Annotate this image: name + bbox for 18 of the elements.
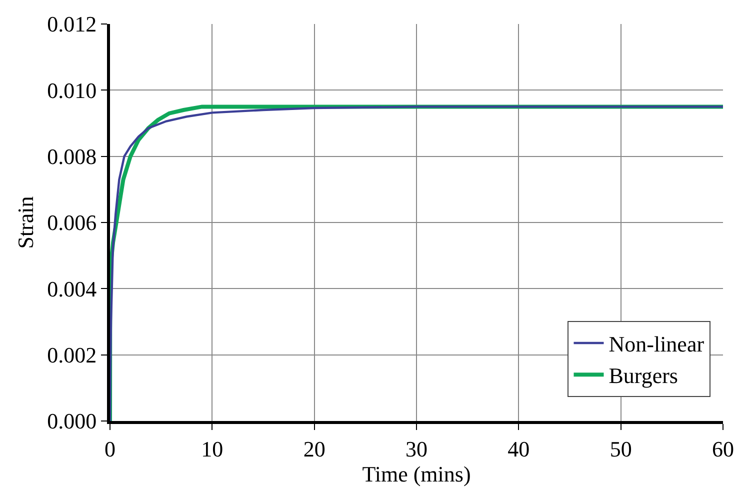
x-tick-label: 30 [406, 436, 428, 462]
y-tick-label: 0.000 [47, 408, 97, 434]
x-tick-label: 60 [712, 436, 734, 462]
legend-label: Burgers [608, 363, 678, 388]
x-tick-label: 10 [201, 436, 224, 462]
y-tick-label: 0.010 [47, 78, 97, 103]
y-tick-label: 0.012 [47, 12, 97, 37]
x-tick-label: 50 [610, 436, 632, 462]
x-tick-label: 0 [104, 436, 116, 462]
y-tick-label: 0.006 [47, 210, 97, 236]
x-axis-title: Time (mins) [362, 461, 471, 486]
x-tick-label: 20 [303, 436, 326, 462]
y-axis-title: Strain [12, 196, 38, 249]
y-tick-label: 0.002 [47, 342, 97, 368]
x-tick-label: 40 [508, 436, 530, 462]
legend-label: Non-linear [608, 332, 705, 357]
y-tick-label: 0.004 [47, 276, 97, 302]
y-tick-label: 0.008 [47, 144, 97, 170]
